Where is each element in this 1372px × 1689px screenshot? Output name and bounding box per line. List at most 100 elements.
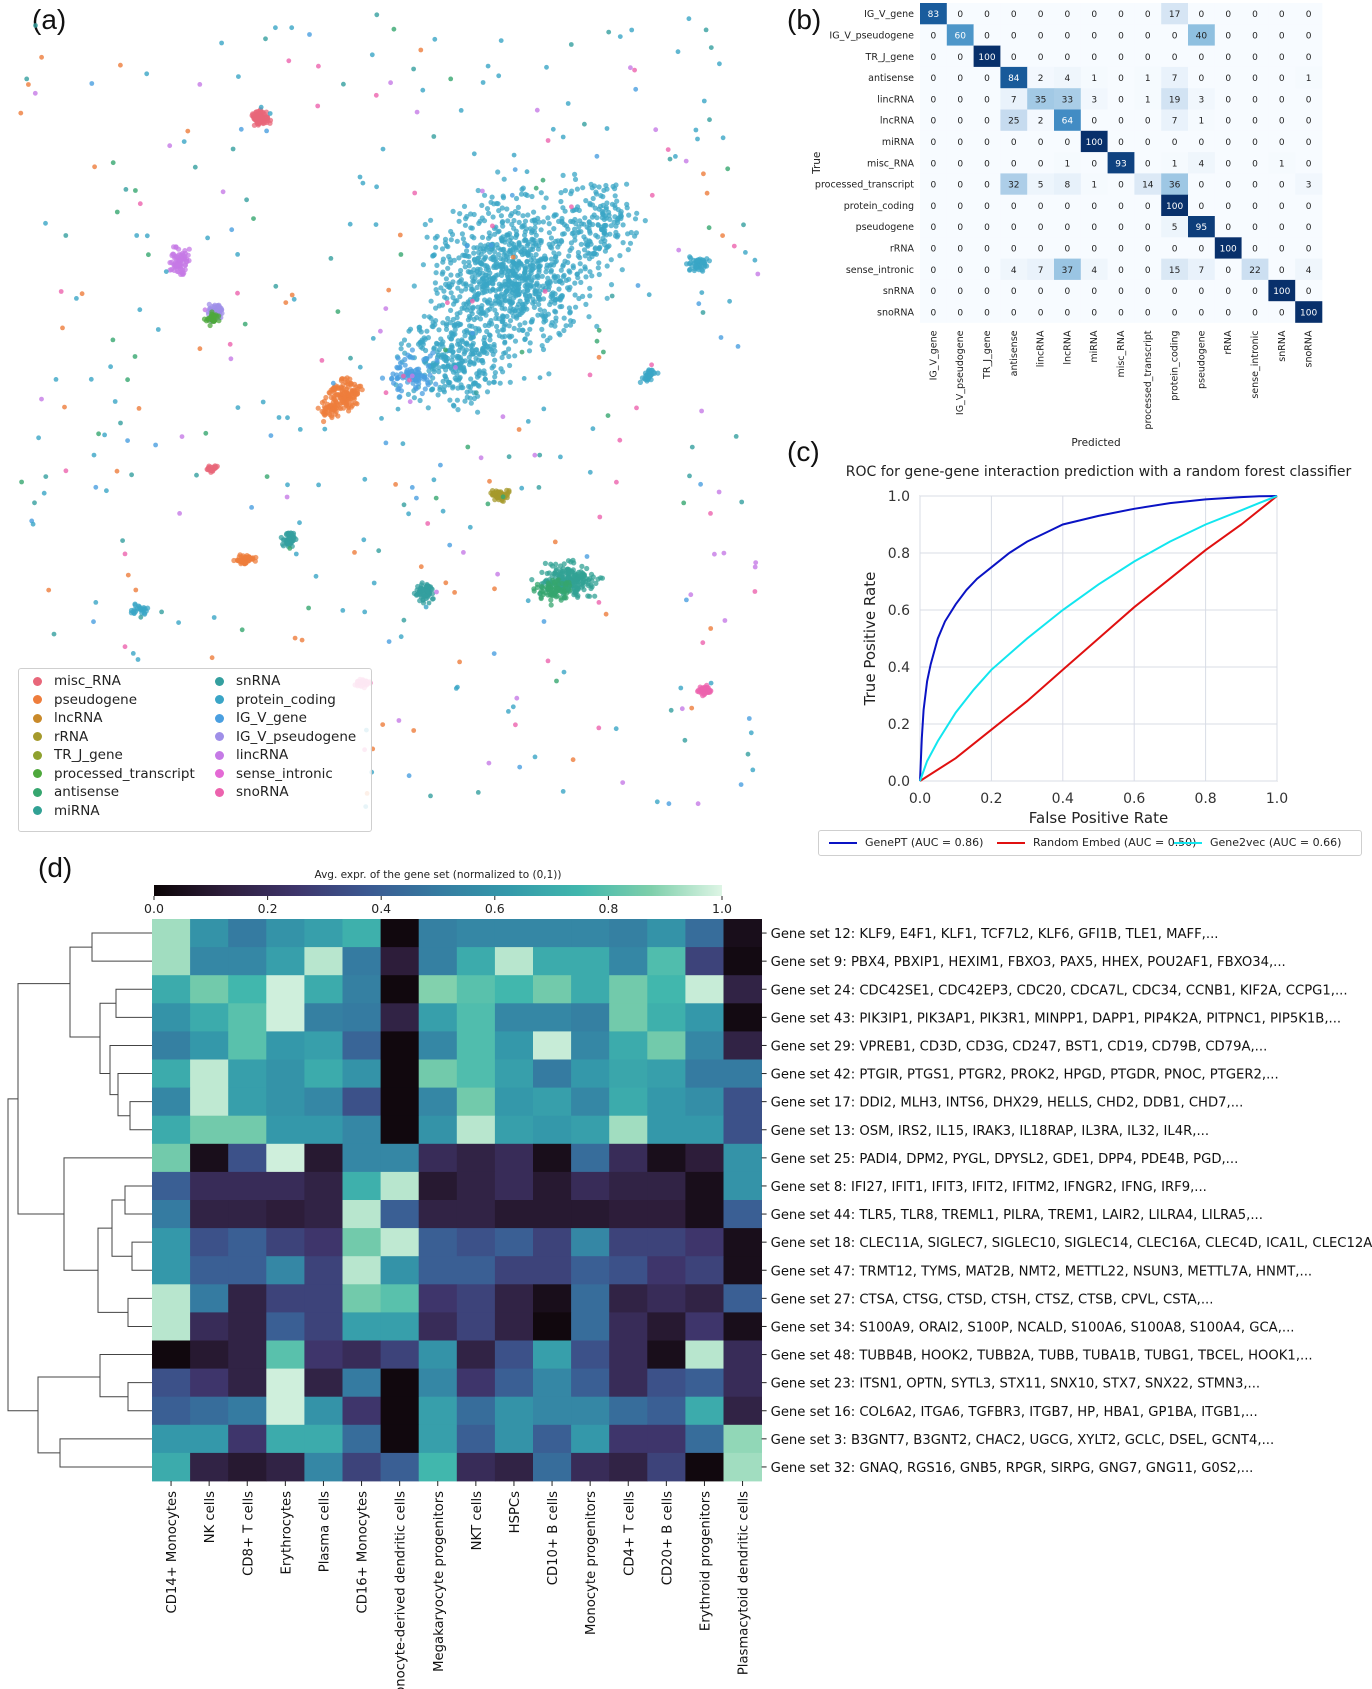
scatter-point xyxy=(526,348,533,354)
scatter-point xyxy=(462,222,468,228)
cm-cell xyxy=(1188,3,1216,25)
heatmap-cell xyxy=(494,1171,534,1201)
heatmap-cell xyxy=(571,919,610,948)
heatmap-cell xyxy=(190,1312,229,1341)
scatter-point xyxy=(450,294,456,301)
scatter-point xyxy=(700,640,706,646)
scatter-point xyxy=(391,380,397,386)
scatter-point xyxy=(472,270,478,277)
scatter-point xyxy=(471,395,477,402)
scatter-point xyxy=(284,540,290,547)
scatter-point xyxy=(578,268,584,274)
scatter-point xyxy=(567,247,573,254)
scatter-point xyxy=(329,407,336,413)
heatmap-cell xyxy=(571,1003,610,1032)
scatter-point xyxy=(457,294,463,300)
legend-marker xyxy=(33,676,42,686)
cm-cell-value: 0 xyxy=(1172,53,1178,63)
heatmap-cell xyxy=(418,1452,458,1482)
cm-cell-value: 7 xyxy=(1199,266,1205,276)
heatmap-cell xyxy=(456,919,496,948)
scatter-point xyxy=(345,379,351,385)
scatter-point xyxy=(184,259,190,265)
scatter-point xyxy=(484,263,490,269)
scatter-point xyxy=(536,283,542,289)
cm-cell-value: 0 xyxy=(1118,10,1124,20)
scatter-point xyxy=(386,287,392,293)
dendrogram-link xyxy=(117,1073,152,1117)
scatter-point xyxy=(572,226,578,232)
scatter-point xyxy=(495,201,501,207)
heatmap-cell xyxy=(342,1340,381,1369)
scatter-point xyxy=(461,550,466,555)
scatter-point xyxy=(553,258,559,264)
cm-cell-value: 0 xyxy=(1252,308,1258,318)
scatter-point xyxy=(484,206,491,212)
cm-cell-value: 0 xyxy=(1145,287,1151,297)
heatmap-cell xyxy=(533,975,572,1004)
scatter-point xyxy=(390,371,396,377)
scatter-point xyxy=(263,36,268,42)
heatmap-col-label: Plasmacytoid dendritic cells xyxy=(737,1491,752,1675)
heatmap-cell xyxy=(228,1228,267,1257)
cm-cell xyxy=(1027,301,1055,323)
heatmap-cell xyxy=(304,1087,343,1117)
scatter-point xyxy=(566,587,573,593)
cm-cell xyxy=(946,66,974,89)
cm-cell xyxy=(1000,237,1028,259)
cm-cell-value: 0 xyxy=(1038,159,1044,169)
scatter-point xyxy=(495,245,501,251)
heatmap-cell xyxy=(380,1256,420,1285)
roc-xtick-label: 0.2 xyxy=(980,791,1002,807)
cm-cell xyxy=(1080,301,1108,323)
scatter-point xyxy=(504,206,510,212)
cm-cell-value: 0 xyxy=(1225,95,1231,105)
scatter-point xyxy=(251,111,257,117)
scatter-point xyxy=(566,253,572,259)
cm-cell-value: 0 xyxy=(957,138,963,148)
scatter-point xyxy=(585,593,591,599)
heatmap-cell xyxy=(571,1340,610,1369)
scatter-point xyxy=(553,568,559,574)
scatter-point xyxy=(539,312,545,318)
scatter-point xyxy=(210,318,216,324)
scatter-point xyxy=(507,379,513,385)
cm-cell xyxy=(1161,194,1189,217)
heatmap-col-label: NK cells xyxy=(203,1491,218,1543)
scatter-point xyxy=(464,213,470,220)
heatmap-cell xyxy=(304,1284,343,1313)
scatter-point xyxy=(125,377,130,383)
scatter-point xyxy=(568,318,574,324)
scatter-point xyxy=(413,384,419,390)
scatter-point xyxy=(481,337,487,343)
scatter-point xyxy=(46,587,52,593)
scatter-point xyxy=(606,29,612,35)
cm-cell xyxy=(946,3,974,25)
heatmap-cell xyxy=(685,1424,724,1454)
scatter-point xyxy=(695,136,700,142)
cm-cell-value: 1 xyxy=(1306,74,1312,84)
cm-cell xyxy=(1214,194,1242,217)
scatter-point xyxy=(512,353,518,359)
scatter-point xyxy=(591,212,597,218)
cm-cell-value: 0 xyxy=(1306,117,1312,127)
scatter-point xyxy=(445,300,450,306)
scatter-point xyxy=(490,351,496,357)
scatter-point xyxy=(514,262,520,268)
legend-entry: snoRNA xyxy=(215,784,289,800)
scatter-point xyxy=(513,722,518,728)
cm-cell xyxy=(1107,194,1135,217)
heatmap-cell xyxy=(342,1284,381,1313)
scatter-point xyxy=(510,258,516,264)
cm-cell-value: 4 xyxy=(1011,266,1017,276)
scatter-point xyxy=(467,323,473,329)
heatmap-cell xyxy=(723,1115,762,1145)
heatmap-cell xyxy=(533,947,572,976)
scatter-point xyxy=(646,368,652,374)
scatter-point xyxy=(753,560,759,565)
scatter-point xyxy=(421,313,427,319)
heatmap-cell xyxy=(533,1059,572,1088)
heatmap-cell xyxy=(418,1171,458,1201)
scatter-point xyxy=(455,338,461,344)
cm-cell-value: 0 xyxy=(931,223,937,233)
